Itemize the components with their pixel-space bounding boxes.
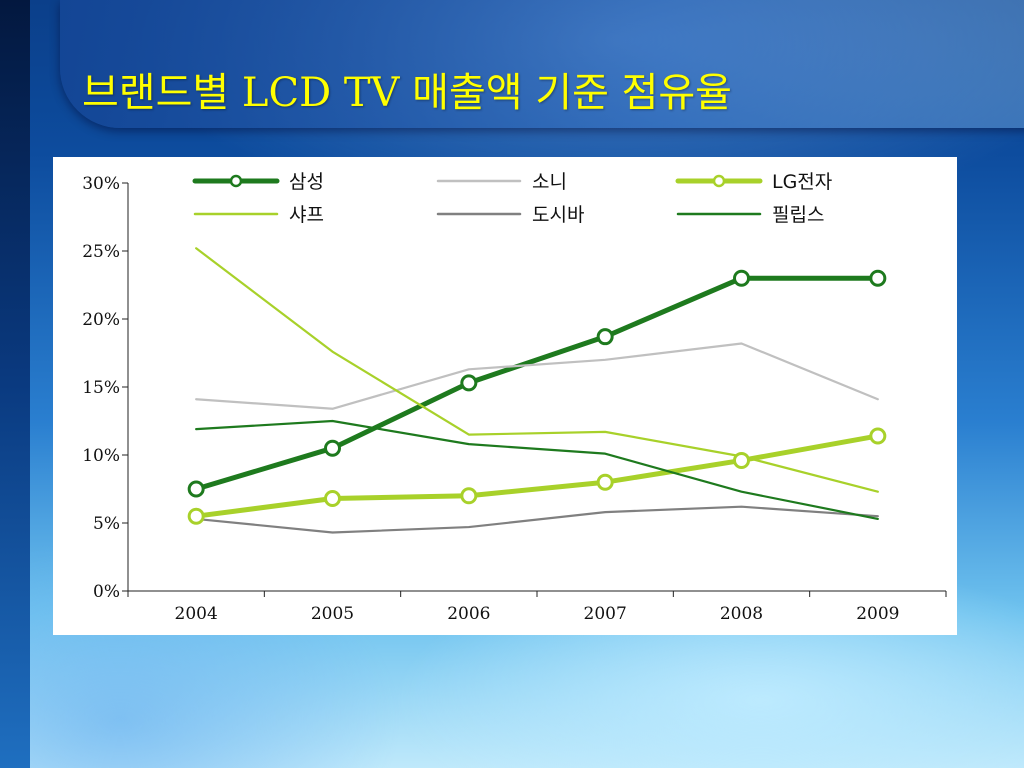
legend-label: 소니 — [532, 171, 567, 193]
data-point-marker — [324, 490, 341, 508]
x-tick-label: 2004 — [175, 604, 218, 624]
x-tick-label: 2008 — [720, 604, 763, 624]
data-point-marker — [460, 487, 478, 505]
legend-label: 샤프 — [289, 204, 324, 226]
legend-label: 도시바 — [532, 204, 584, 226]
legend-marker — [712, 174, 726, 188]
legend-label: 삼성 — [289, 171, 324, 193]
legend-label: LG전자 — [772, 171, 832, 193]
background-edge — [0, 0, 30, 768]
data-point-marker — [869, 269, 887, 287]
series-line — [193, 275, 881, 492]
legend-marker — [229, 174, 243, 188]
data-point-marker — [596, 473, 614, 491]
x-tick-label: 2009 — [856, 604, 899, 624]
chart-panel: 0% 5% 10% 15% 20% 25% 30% 2004 2005 2006 2007 2008 2… — [53, 157, 957, 635]
y-tick-label: 10% — [82, 446, 120, 466]
axes: 0% 5% 10% 15% 20% 25% 30% 2004 2005 2006 2007 2008 2… — [82, 174, 947, 624]
slide-title: 브랜드별 LCD TV 매출액 기준 점유율 — [82, 70, 732, 116]
y-tick-label: 25% — [82, 242, 120, 262]
series-line — [195, 419, 879, 521]
y-tick-label: 15% — [82, 378, 120, 398]
header-band — [60, 0, 1024, 128]
data-point-marker — [869, 427, 887, 445]
data-point-marker — [733, 451, 750, 469]
x-tick-label: 2006 — [447, 604, 490, 624]
data-point-marker — [187, 480, 205, 498]
series-line — [195, 247, 879, 493]
y-tick-label: 20% — [82, 310, 120, 330]
series-layer — [187, 247, 887, 534]
series-line — [193, 433, 881, 519]
y-tick-label: 5% — [93, 514, 120, 534]
x-tick-label: 2005 — [311, 604, 354, 624]
data-point-marker — [460, 374, 478, 392]
legend-label: 필립스 — [772, 204, 824, 226]
data-point-marker — [596, 328, 614, 346]
data-point-marker — [187, 507, 205, 525]
line-chart: 0% 5% 10% 15% 20% 25% 30% 2004 2005 2006 2007 2008 2… — [82, 171, 947, 624]
x-tick-label: 2007 — [584, 604, 627, 624]
y-tick-label: 0% — [93, 582, 120, 602]
series-line — [195, 505, 879, 534]
y-tick-label: 30% — [82, 174, 120, 194]
series-line — [195, 342, 879, 410]
data-point-marker — [324, 439, 341, 457]
data-point-marker — [733, 269, 750, 287]
